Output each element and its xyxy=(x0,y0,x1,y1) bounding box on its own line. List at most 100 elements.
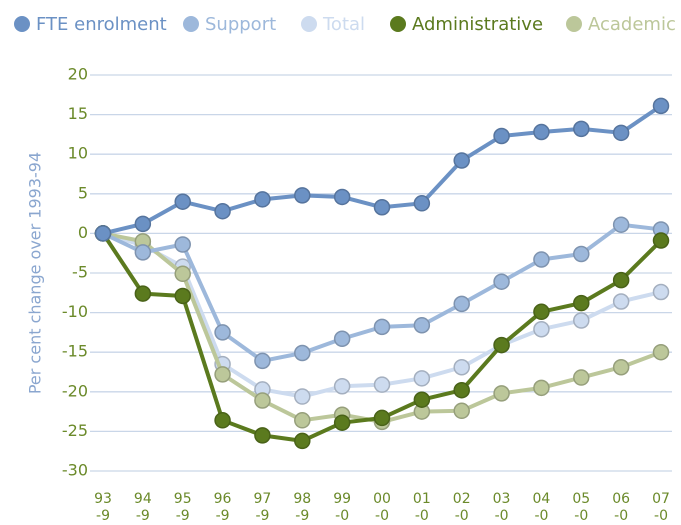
data-point xyxy=(413,370,431,387)
data-point xyxy=(612,271,630,289)
data-point xyxy=(652,283,670,301)
legend-label: Support xyxy=(205,14,276,35)
data-point xyxy=(94,225,112,242)
data-point xyxy=(652,232,670,249)
data-point xyxy=(294,344,311,362)
y-tick-label: -10 xyxy=(62,302,88,321)
data-point xyxy=(453,402,470,420)
x-tick-label: 07-08 xyxy=(652,491,670,524)
data-point xyxy=(214,324,231,341)
data-point xyxy=(413,317,431,334)
x-tick-label: 93-94 xyxy=(94,491,112,524)
data-point xyxy=(294,187,311,204)
data-point xyxy=(612,358,630,376)
x-tick-label: 96-97 xyxy=(213,491,232,524)
legend-label: Academic xyxy=(588,14,676,35)
data-point xyxy=(373,199,391,216)
legend-marker xyxy=(183,16,199,32)
data-point xyxy=(413,195,431,212)
legend-label: Administrative xyxy=(412,14,543,35)
y-tick-label: -30 xyxy=(62,461,88,480)
data-point xyxy=(453,381,470,399)
data-point xyxy=(333,378,351,395)
data-point xyxy=(533,379,550,397)
data-point xyxy=(493,127,510,145)
data-point xyxy=(453,295,470,313)
data-point xyxy=(573,294,590,312)
data-point xyxy=(533,320,550,338)
x-tick-label: 95-96 xyxy=(173,491,192,524)
data-point xyxy=(573,369,590,386)
data-point xyxy=(493,385,510,402)
data-point xyxy=(573,120,590,138)
data-point xyxy=(533,303,550,321)
data-point xyxy=(652,97,670,115)
data-point xyxy=(254,352,271,370)
y-tick-label: 5 xyxy=(78,183,88,202)
y-tick-label: -5 xyxy=(72,263,88,282)
data-point xyxy=(174,265,191,283)
x-tick-label: 05-06 xyxy=(572,491,591,524)
legend-marker xyxy=(566,16,582,32)
data-point xyxy=(373,409,391,427)
data-point xyxy=(493,336,510,354)
x-tick-label: 94-95 xyxy=(133,491,152,524)
data-point xyxy=(453,358,470,376)
data-point xyxy=(573,245,590,263)
data-point xyxy=(294,432,311,450)
y-tick-label: -20 xyxy=(62,381,88,400)
data-point xyxy=(254,392,271,409)
x-tick-label: 04-05 xyxy=(532,491,551,524)
data-point xyxy=(254,427,271,444)
y-tick-label: 0 xyxy=(78,223,88,242)
x-tick-label: 99-00 xyxy=(333,491,352,524)
y-tick-label: 15 xyxy=(68,104,88,123)
data-point xyxy=(612,216,630,233)
data-point xyxy=(612,124,630,142)
data-point xyxy=(373,318,391,336)
data-point xyxy=(493,273,510,290)
data-point xyxy=(214,412,231,429)
data-point xyxy=(333,188,351,206)
x-tick-label: 03-04 xyxy=(492,491,511,524)
x-tick-label: 00-01 xyxy=(373,491,391,524)
x-tick-label: 98-99 xyxy=(293,491,312,524)
y-tick-label: 10 xyxy=(68,144,88,163)
y-tick-label: 20 xyxy=(68,65,88,84)
data-point xyxy=(333,414,351,431)
data-point xyxy=(174,287,191,305)
data-point xyxy=(134,244,152,261)
data-point xyxy=(174,193,191,210)
y-axis-label: Per cent change over 1993-94 xyxy=(26,152,45,394)
data-point xyxy=(652,343,670,361)
data-point xyxy=(612,293,630,310)
y-tick-label: -25 xyxy=(62,421,88,440)
data-point xyxy=(214,202,231,220)
data-point xyxy=(533,123,550,141)
data-point xyxy=(294,388,311,405)
data-point xyxy=(373,376,391,393)
legend-marker xyxy=(301,16,317,32)
data-point xyxy=(533,251,550,268)
legend-marker xyxy=(390,16,406,32)
legend-marker xyxy=(14,16,30,32)
data-point xyxy=(413,391,431,408)
x-tick-label: 06-07 xyxy=(612,491,631,524)
x-tick-label: 02-03 xyxy=(452,491,471,524)
data-point xyxy=(573,312,590,329)
data-point xyxy=(174,236,191,253)
data-point xyxy=(214,366,231,383)
data-point xyxy=(134,215,152,233)
data-point xyxy=(333,330,351,347)
legend-label: Total xyxy=(322,14,365,35)
legend-label: FTE enrolment xyxy=(36,14,167,35)
x-tick-label: 97-98 xyxy=(253,491,272,524)
data-point xyxy=(254,191,271,208)
data-point xyxy=(453,152,470,169)
data-point xyxy=(294,412,311,429)
data-point xyxy=(134,285,152,302)
x-tick-label: 01-02 xyxy=(412,491,431,524)
y-tick-label: -15 xyxy=(62,342,88,361)
